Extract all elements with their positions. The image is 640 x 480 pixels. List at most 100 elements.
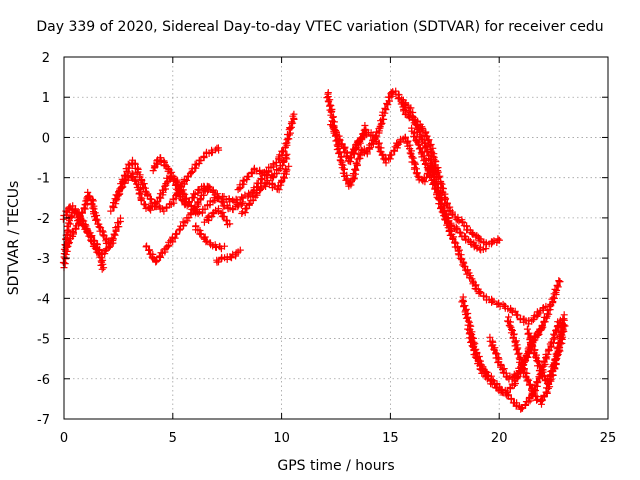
x-tick-label: 15	[382, 431, 399, 446]
data-point	[477, 361, 485, 369]
data-point	[414, 140, 422, 148]
data-point	[65, 205, 73, 212]
data-point	[215, 194, 222, 202]
data-point	[71, 206, 79, 214]
data-point	[394, 95, 402, 103]
data-point	[560, 321, 568, 329]
data-point	[460, 262, 468, 270]
data-point	[109, 235, 117, 243]
data-point	[555, 277, 563, 285]
data-point	[84, 188, 92, 196]
data-point	[100, 264, 108, 272]
data-point	[279, 148, 286, 156]
data-point	[87, 233, 95, 241]
series-18	[458, 293, 564, 413]
data-point	[507, 395, 515, 403]
data-point	[221, 242, 228, 250]
data-point	[77, 216, 85, 224]
y-tick-label: -1	[37, 172, 50, 187]
data-point	[358, 134, 366, 141]
data-point	[74, 217, 82, 225]
data-point	[245, 173, 253, 180]
data-point	[337, 141, 345, 149]
data-point	[538, 397, 546, 405]
data-point	[161, 161, 169, 169]
data-point	[218, 198, 226, 206]
data-point	[482, 245, 490, 253]
data-point	[156, 154, 164, 162]
y-tick-label: -7	[37, 413, 50, 428]
data-point	[202, 238, 210, 246]
series-10	[213, 246, 244, 266]
data-point	[482, 372, 490, 380]
data-point	[171, 181, 179, 189]
data-point	[65, 239, 73, 247]
data-point	[452, 226, 460, 234]
series-16	[399, 96, 490, 254]
data-point	[335, 135, 343, 143]
data-point	[388, 151, 396, 159]
data-point	[558, 326, 566, 334]
series-7	[142, 183, 212, 266]
data-point	[283, 166, 291, 174]
data-point	[153, 198, 161, 206]
data-point	[525, 376, 533, 384]
data-point	[285, 162, 293, 170]
data-point	[95, 223, 103, 231]
data-point	[222, 217, 230, 225]
data-point	[560, 311, 568, 319]
data-point	[427, 141, 435, 148]
plot-frame	[63, 56, 609, 420]
data-point	[556, 347, 564, 355]
data-point	[530, 388, 538, 396]
data-point	[236, 246, 244, 254]
series-2	[59, 202, 108, 273]
data-point	[456, 254, 464, 262]
data-point	[204, 183, 212, 191]
y-tick-label: 2	[42, 51, 50, 66]
y-tick-label: -5	[37, 333, 50, 348]
data-point	[552, 327, 559, 335]
data-point	[408, 112, 416, 120]
data-point	[329, 113, 337, 121]
data-point	[107, 242, 114, 250]
data-point	[131, 176, 139, 184]
data-point	[554, 283, 562, 291]
data-point	[117, 185, 125, 192]
data-point	[553, 282, 561, 290]
data-point	[505, 375, 513, 383]
data-point	[123, 168, 131, 176]
data-point	[279, 147, 287, 155]
y-tick-label: 1	[42, 91, 50, 106]
data-point	[525, 381, 533, 389]
data-point	[429, 144, 437, 152]
data-point	[524, 375, 532, 383]
data-point	[446, 223, 454, 231]
data-point	[402, 100, 410, 108]
data-point	[59, 259, 67, 266]
data-point	[528, 340, 536, 348]
data-point	[559, 315, 567, 323]
data-point	[324, 97, 332, 105]
data-point	[79, 221, 87, 229]
series-12	[238, 162, 293, 217]
series-9	[200, 205, 234, 229]
data-point	[561, 322, 569, 330]
data-point	[336, 136, 344, 144]
series-22	[486, 324, 546, 383]
data-point	[163, 204, 171, 212]
data-point	[380, 115, 388, 123]
data-point	[513, 345, 521, 353]
data-point	[476, 365, 484, 373]
data-point	[98, 265, 106, 273]
data-point	[415, 145, 423, 153]
data-point	[356, 154, 364, 162]
data-point	[428, 156, 435, 164]
data-point	[423, 164, 431, 172]
data-point	[111, 231, 119, 239]
data-point	[140, 180, 148, 188]
data-point	[510, 330, 518, 338]
axis-ticks: 0 5 10 15 20 25 -7 -6 -5 -4 -3 -2 -1 0 1 2	[37, 51, 616, 446]
data-point	[153, 157, 161, 165]
